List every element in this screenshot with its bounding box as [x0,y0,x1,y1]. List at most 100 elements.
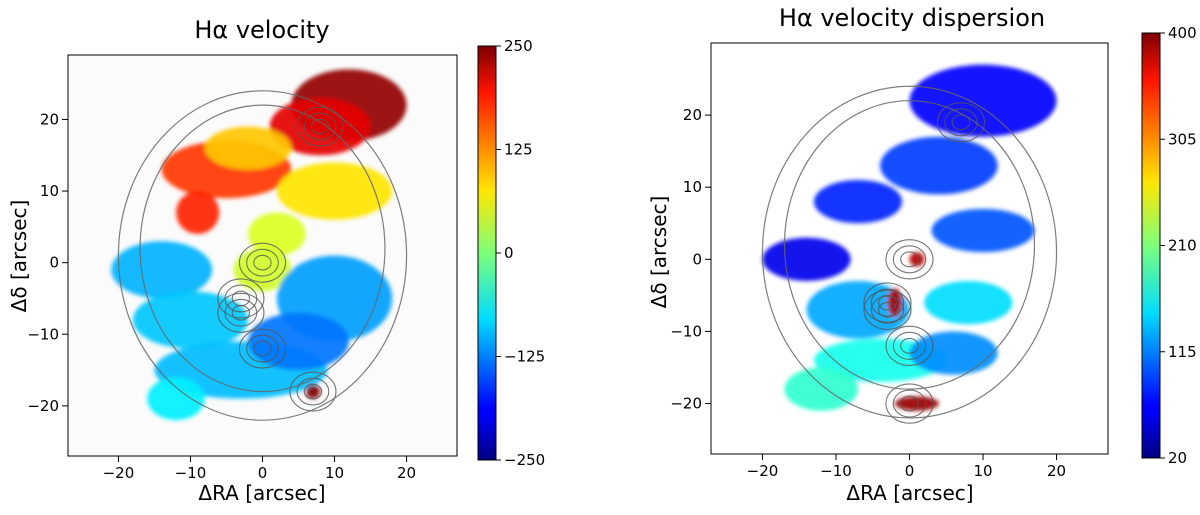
contour-line [885,239,934,280]
colorbar-tick-label: 20 [1168,449,1187,467]
x-tick-label: 10 [325,464,344,482]
contour-line [238,328,287,369]
colorbar-tick-label: −125 [504,348,545,366]
y-tick-label: 20 [40,110,59,128]
x-tick-label: 10 [973,462,992,480]
contour-line [863,282,912,323]
contour-line [253,340,272,357]
emission-map [111,69,407,421]
x-tick-label: 0 [258,464,268,482]
contour-line [253,254,272,271]
x-tick-label: 20 [1047,462,1066,480]
contour-line [900,395,919,412]
contour-line [870,288,905,317]
plot-area: −20 −10 0 10 20 −20 −10 0 10 20 [27,54,458,482]
emission-region [813,180,903,224]
emission-region [762,237,851,281]
colorbar-tick-label: −250 [504,451,545,469]
y-tick-label: −10 [27,325,59,343]
colorbar-tick-label: 115 [1168,343,1197,361]
emission-region [894,396,939,411]
colorbar: 400 305 210 115 20 [1141,24,1197,467]
contour-line [863,289,912,330]
contour-line [231,304,251,321]
x-tick-label: −10 [820,462,852,480]
contour-line [761,85,1058,419]
y-tick-label: 0 [49,254,59,272]
contour-lines [761,85,1058,424]
velocity-panel: Hα velocity −20 −10 0 10 20 −20 −10 0 10 20 ΔRA … [7,16,545,505]
colorbar-tick-label: 250 [504,37,533,55]
contour-line [296,106,344,147]
colorbar-tick-label: 400 [1168,24,1197,42]
y-tick-label: 10 [683,178,702,196]
x-tick-label: 0 [905,462,915,480]
emission-region [909,252,925,267]
colorbar-tick-label: 0 [504,244,514,262]
emission-region [924,280,1013,325]
contour-line [951,114,971,131]
emission-region [305,384,321,399]
contour-lines [117,90,408,421]
x-tick-label: −10 [175,464,207,482]
emission-region [248,212,306,256]
colorbar-tick-label: 125 [504,141,533,159]
colorbar-ticks: 400 305 210 115 20 [1160,24,1197,467]
contour-line [246,334,279,363]
emission-region [909,331,998,375]
colorbar: 250 125 0 −125 −250 [477,37,545,469]
y-axis-ticks: −20 −10 0 10 20 [670,106,711,413]
chart-title: Hα velocity dispersion [779,4,1045,32]
emission-region [909,64,1057,137]
contour-line [289,371,337,412]
contour-line [885,325,934,367]
contour-line [224,298,258,327]
plot-area: −20 −10 0 10 20 −20 −10 0 10 20 [670,42,1109,480]
emission-region [931,208,1035,253]
emission-region [269,97,371,156]
emission-region [147,377,205,421]
emission-region [132,291,249,349]
contour-line [900,337,919,354]
y-tick-label: −20 [27,397,59,415]
colorbar-gradient [477,45,497,461]
dispersion-panel: Hα velocity dispersion −20 −10 0 10 20 −20 −1… [647,4,1197,505]
colorbar-ticks: 250 125 0 −125 −250 [496,37,545,469]
emission-region [880,136,998,195]
colorbar-tick-label: 210 [1168,237,1197,255]
contour-line [303,383,323,400]
contour-line [885,383,934,424]
y-tick-label: 10 [40,182,59,200]
contour-line [944,108,978,137]
contour-line [139,104,386,393]
contour-line [900,251,919,268]
contour-line [217,292,265,333]
x-tick-label: 20 [397,464,416,482]
y-axis-label: Δδ [arcsec] [647,196,671,309]
emission-region [784,367,859,411]
emission-region [111,241,213,299]
contour-line [117,90,408,421]
colorbar-gradient [1141,32,1161,459]
contour-line [892,331,927,360]
contour-line [878,294,897,311]
emission-region [176,191,220,235]
emission-region [204,126,292,170]
y-tick-label: −10 [670,322,702,340]
contour-line [783,100,1036,390]
x-axis-label: ΔRA [arcsec] [198,481,325,505]
y-axis-ticks: −20 −10 0 10 20 [27,110,68,415]
emission-region [248,312,349,371]
x-axis-ticks: −20 −10 0 10 20 [747,454,1066,480]
contour-line [217,278,265,319]
y-tick-label: 20 [683,106,702,124]
x-tick-label: −20 [747,462,779,480]
contour-line [892,245,927,274]
emission-region [276,162,393,220]
contour-line [892,389,927,418]
x-axis-ticks: −20 −10 0 10 20 [103,456,416,482]
contour-line [246,248,279,277]
x-tick-label: −20 [103,464,135,482]
contour-line [936,102,986,143]
